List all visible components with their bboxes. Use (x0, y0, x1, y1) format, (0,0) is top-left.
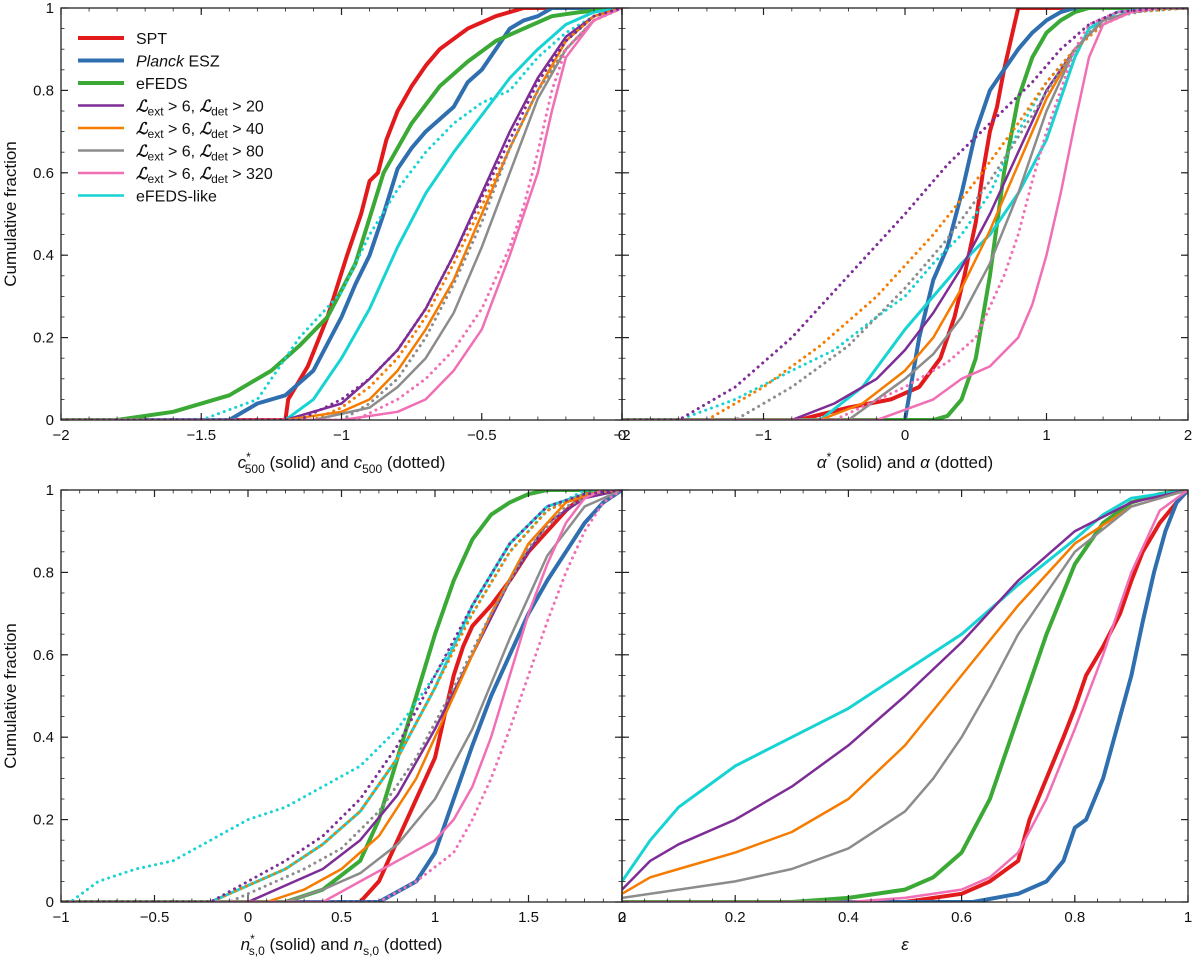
series-group (61, 8, 622, 420)
series-line-lext-6-ldet-20-dotted (61, 490, 622, 902)
x-tick-label: 1.5 (518, 909, 539, 926)
series-line-lext-6-ldet-320 (61, 8, 622, 420)
x-tick-label: 2 (618, 909, 626, 926)
legend-entry-label: eFEDS-like (136, 189, 217, 206)
x-axis-label: c*500​ (solid) and c500​ (dotted) (238, 450, 446, 476)
x-axis-label: α*​ (solid) and α (dotted) (817, 450, 993, 472)
legend-entry-label: ℒext > 6, ℒdet > 40 (136, 121, 264, 141)
y-tick-label: 0.8 (33, 82, 54, 99)
series-line-lext-6-ldet-320-dotted (61, 490, 622, 902)
x-tick-label: 0 (244, 909, 252, 926)
y-tick-label: 1 (46, 0, 54, 17)
y-axis-label: Cumulative fraction (1, 623, 20, 769)
x-tick-label: 0 (618, 909, 626, 926)
series-line-lext-6-ldet-320 (61, 490, 622, 902)
panel-bottom-right: 0 0.2 0.4 0.6 0.8 1 ε (618, 489, 1192, 954)
legend-entry-label: eFEDS (136, 76, 188, 93)
y-tick-label: 0.6 (33, 647, 54, 664)
x-tick-label: 0.2 (725, 909, 746, 926)
x-tick-label: 1 (1042, 427, 1050, 444)
y-tick-label: 0.4 (33, 247, 54, 264)
series-line-lext-6-ldet-40 (61, 490, 622, 902)
series-line-efeds-dotted (61, 8, 622, 420)
series-line-planck-esz (622, 490, 1188, 902)
series-line-spt (61, 8, 622, 420)
y-tick-label: 0 (46, 894, 54, 911)
series-line-lext-6-ldet-320-dotted (61, 8, 622, 420)
x-tick-label: −2 (52, 427, 69, 444)
series-line-lext-6-ldet-20 (61, 490, 622, 902)
series-line-lext-6-ldet-80-dotted (61, 8, 622, 420)
series-group (61, 490, 622, 902)
series-line-lext-6-ldet-80 (61, 490, 622, 902)
series-line-lext-6-ldet-320 (622, 8, 1188, 420)
series-line-efeds (61, 8, 622, 420)
series-line-lext-6-ldet-80-dotted (61, 490, 622, 902)
x-tick-label: −0.5 (467, 427, 497, 444)
x-tick-label: 0.6 (951, 909, 972, 926)
y-tick-label: 0.8 (33, 564, 54, 581)
axes-frame (60, 489, 623, 903)
series-line-lext-6-ldet-20-dotted (61, 8, 622, 420)
y-tick-label: 0 (46, 412, 54, 429)
panel-top-left: −2 −1.5 −1 −0.5 0 0 0.2 0.4 0.6 0.8 1 c*500​ (solid… (1, 0, 626, 476)
y-tick-label: 0.2 (33, 812, 54, 829)
series-line-lext-6-ldet-40-dotted (61, 8, 622, 420)
x-tick-label: 0.4 (838, 909, 859, 926)
series-line-lext-6-ldet-320-dotted (622, 8, 1188, 420)
legend-entry-label: SPT (136, 31, 167, 48)
series-line-lext-6-ldet-40 (622, 490, 1188, 895)
legend-entry-label: ℒext > 6, ℒdet > 80 (136, 144, 264, 164)
x-axis-label: n*s,0​ (solid) and ns,0​ (dotted) (241, 932, 443, 958)
series-group (622, 8, 1188, 420)
series-line-lext-6-ldet-80-dotted (622, 8, 1188, 420)
series-line-efeds (622, 8, 1188, 420)
x-tick-label: −1 (755, 427, 772, 444)
x-axis-label: ε (901, 935, 909, 954)
series-line-efeds-like (61, 490, 622, 902)
legend-entry-label: ℒext > 6, ℒdet > 20 (136, 99, 264, 119)
x-tick-label: 2 (1184, 427, 1192, 444)
series-line-planck-esz (61, 490, 622, 902)
y-tick-label: 0.2 (33, 330, 54, 347)
series-group (622, 490, 1188, 902)
y-tick-label: 1 (46, 482, 54, 499)
y-axis-label: Cumulative fraction (1, 141, 20, 287)
y-tick-label: 0.4 (33, 729, 54, 746)
x-tick-label: −1 (52, 909, 69, 926)
legend-entry-label: ℒext > 6, ℒdet > 320 (136, 166, 273, 186)
x-tick-label: 0 (901, 427, 909, 444)
series-line-lext-6-ldet-20 (622, 490, 1188, 891)
series-line-lext-6-ldet-80 (622, 490, 1188, 900)
series-line-lext-6-ldet-320 (622, 490, 1188, 902)
series-line-efeds-like (622, 490, 1188, 883)
series-line-lext-6-ldet-40-dotted (61, 490, 622, 902)
series-line-spt (622, 490, 1188, 902)
x-tick-label: 1 (431, 909, 439, 926)
x-tick-label: 0 (618, 427, 626, 444)
x-tick-label: 0.5 (331, 909, 352, 926)
series-line-lext-6-ldet-20-dotted (622, 8, 1188, 420)
series-line-efeds (61, 490, 622, 902)
x-tick-label: −0.5 (140, 909, 170, 926)
x-tick-label: −1.5 (186, 427, 216, 444)
x-tick-label: 1 (1184, 909, 1192, 926)
series-line-lext-6-ldet-80 (61, 8, 622, 420)
legend-entry-label: Planck ESZ (136, 54, 220, 71)
series-line-efeds-dotted (61, 490, 622, 902)
x-tick-label: −1 (333, 427, 350, 444)
series-line-planck-esz (622, 8, 1188, 420)
x-tick-label: −2 (613, 427, 630, 444)
y-tick-label: 0.6 (33, 165, 54, 182)
series-line-spt (61, 490, 622, 902)
x-tick-label: 0.8 (1064, 909, 1085, 926)
panel-top-right: −2 −1 0 1 2 α*​ (solid) and α (dotted) (613, 7, 1192, 472)
series-line-efeds-like (61, 8, 622, 420)
series-line-planck-esz (61, 8, 622, 420)
